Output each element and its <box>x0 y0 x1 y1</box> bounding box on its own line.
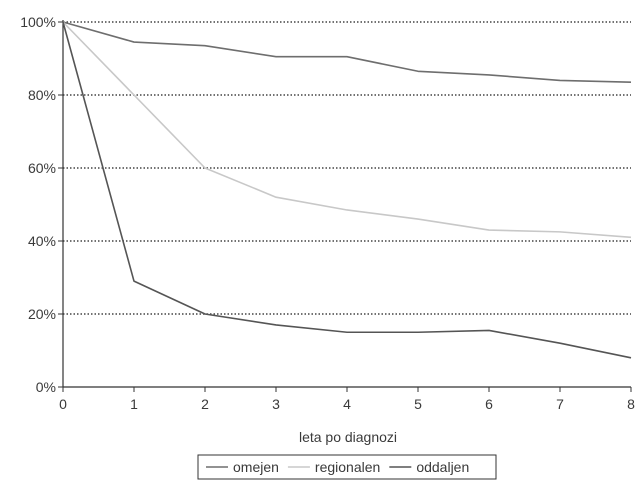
legend-label-regionalen: regionalen <box>315 459 380 475</box>
series-layer <box>62 21 632 359</box>
legend-label-oddaljen: oddaljen <box>416 459 469 475</box>
x-tick-label: 3 <box>272 396 280 412</box>
series-line-omejen <box>62 21 632 84</box>
y-tick-label: 0% <box>36 379 56 395</box>
x-tick-label: 5 <box>414 396 422 412</box>
x-tick-label: 0 <box>59 396 67 412</box>
x-axis-title: leta po diagnozi <box>299 429 397 445</box>
y-tick-label: 60% <box>28 160 56 176</box>
legend-box <box>197 454 497 480</box>
x-tick-label: 8 <box>627 396 635 412</box>
series-line-regionalen <box>62 21 632 239</box>
x-tick-label: 2 <box>201 396 209 412</box>
x-tick-label: 4 <box>343 396 351 412</box>
y-tick-label: 20% <box>28 306 56 322</box>
x-tick-label: 1 <box>130 396 138 412</box>
y-tick-label: 40% <box>28 233 56 249</box>
grid-layer <box>63 21 631 315</box>
y-tick-label: 100% <box>20 14 56 30</box>
x-tick-label: 6 <box>485 396 493 412</box>
y-tick-label: 80% <box>28 87 56 103</box>
series-line-oddaljen <box>62 21 632 359</box>
legend: omejen regionalen oddaljen <box>197 454 497 480</box>
labels-layer: 0% 20% 40% 60% 80% 100% 0 1 2 3 4 5 6 7 8 <box>20 14 635 412</box>
x-tick-label: 7 <box>556 396 564 412</box>
legend-label-omejen: omejen <box>233 459 279 475</box>
axes-layer <box>58 20 632 392</box>
